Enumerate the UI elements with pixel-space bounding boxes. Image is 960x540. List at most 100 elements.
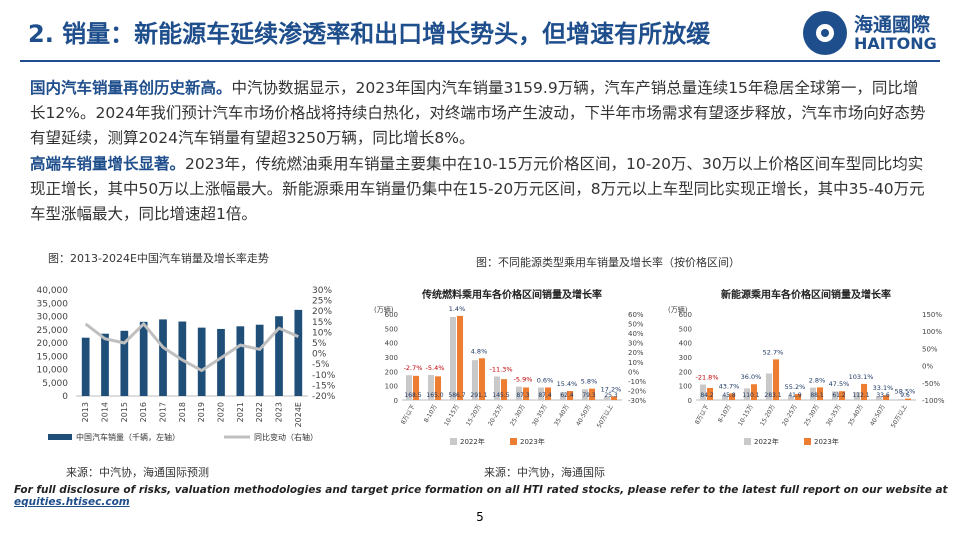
bar	[101, 333, 109, 396]
annotation: -5.9%	[514, 376, 533, 384]
bar	[809, 387, 816, 400]
bar	[853, 392, 860, 400]
body-text: 中汽协数据显示，2023年国内汽车销量3159.9万辆，汽车产销总量连续15年稳…	[30, 79, 926, 147]
paragraph: 国内汽车销量再创历史新高。中汽协数据显示，2023年国内汽车销量3159.9万辆…	[30, 76, 930, 151]
bar	[545, 387, 552, 400]
bar	[139, 321, 148, 396]
x-tick-label: 40-50万	[869, 404, 887, 428]
bar	[795, 393, 802, 400]
x-tick-label: 2023	[275, 402, 284, 422]
y-tick-label: 0	[394, 397, 398, 405]
bar	[773, 359, 780, 400]
y2-tick-label: 30%	[312, 286, 332, 296]
data-label: 79.3	[582, 392, 596, 399]
legend-label: 2023年	[520, 437, 545, 446]
bar	[897, 399, 904, 400]
source: 来源：中汽协，海通国际预测	[66, 466, 209, 479]
annotation: 55.2%	[785, 383, 806, 391]
y-tick-label: 500	[385, 325, 398, 333]
annotation: 103.1%	[849, 373, 874, 381]
y-tick-label: 600	[385, 311, 398, 319]
bar	[581, 389, 588, 400]
bar	[817, 387, 824, 400]
bar	[413, 375, 420, 400]
bar	[294, 309, 303, 396]
chart-title: 传统燃料乘用车各价格区间销量及增长率	[421, 288, 602, 301]
bar	[603, 396, 610, 400]
unit-label: (万辆)	[374, 305, 394, 314]
bar	[831, 391, 838, 400]
x-tick-label: 2014	[101, 402, 110, 422]
x-tick-label: 2015	[120, 402, 129, 422]
y2-tick-label: 60%	[628, 311, 644, 319]
data-label: 9.6	[900, 392, 910, 399]
y2-tick-label: -100%	[922, 397, 945, 405]
y2-tick-label: -10%	[628, 378, 646, 386]
legend-swatch	[510, 438, 517, 445]
source: 来源：中汽协，海通国际	[484, 466, 605, 479]
y-tick-label: 35,000	[37, 299, 69, 309]
annotation: 43.7%	[719, 382, 740, 390]
x-tick-label: 2013	[81, 402, 90, 422]
x-tick-label: 15-20万	[759, 404, 777, 428]
legend-label: 中国汽车销量（千辆，左轴）	[76, 432, 180, 442]
y2-tick-label: -10%	[312, 371, 336, 381]
y-tick-label: 30,000	[37, 313, 69, 323]
legend-label: 2023年	[814, 437, 839, 446]
annotation: 33.1%	[873, 384, 894, 392]
bar	[537, 387, 544, 400]
x-tick-label: 2024E	[294, 402, 303, 427]
x-tick-label: 8万以下	[694, 404, 711, 426]
data-label: 291.1	[470, 392, 487, 399]
link[interactable]: equities.htisec.com	[14, 496, 130, 508]
legend-swatch	[744, 438, 751, 445]
bar	[589, 388, 596, 400]
bar	[275, 316, 283, 396]
bar	[435, 376, 442, 400]
divider	[20, 60, 940, 62]
data-label: 33.6	[876, 392, 890, 399]
disclaimer-text: For full disclosure of risks, valuation …	[14, 484, 948, 496]
legend-label: 2022年	[460, 437, 485, 446]
data-label: 61.2	[832, 392, 846, 399]
paragraph: 高端车销量增长显著。2023年，传统燃油乘用车销量主要集中在10-15万元价格区…	[30, 152, 930, 227]
y-tick-label: 100	[679, 383, 692, 391]
bar	[255, 324, 264, 396]
bar	[449, 317, 456, 400]
annotation: -11.3%	[490, 365, 513, 373]
y2-tick-label: 40%	[628, 330, 644, 338]
unit-label: (万辆)	[668, 305, 688, 314]
line	[84, 321, 299, 373]
y2-tick-label: 25%	[312, 297, 332, 307]
bar	[611, 396, 618, 400]
bar	[729, 393, 736, 400]
y-tick-label: 20,000	[37, 339, 69, 349]
logo-cn: 海通國際	[854, 14, 931, 36]
bar	[405, 375, 412, 400]
data-label: 145.5	[492, 392, 509, 399]
y-tick-label: 500	[679, 325, 692, 333]
page-number: 5	[476, 510, 484, 524]
x-tick-label: 25-30万	[509, 404, 527, 428]
data-label: 87.4	[538, 392, 552, 399]
x-tick-label: 2016	[139, 402, 148, 422]
logo-icon	[803, 11, 847, 55]
bar	[159, 319, 167, 396]
y-tick-label: 100	[385, 383, 398, 391]
data-label: 87.3	[516, 392, 530, 399]
x-tick-label: 2020	[217, 402, 226, 422]
bar	[236, 326, 245, 396]
bar	[883, 395, 890, 400]
y2-tick-label: 50%	[922, 345, 938, 353]
bar	[197, 327, 206, 396]
y-tick-label: 0	[62, 392, 68, 402]
bar	[217, 328, 225, 396]
x-tick-label: 2019	[197, 402, 206, 422]
data-label: 84.2	[700, 392, 714, 399]
y2-tick-label: 0%	[312, 350, 327, 360]
bar	[120, 330, 129, 396]
annotation: 5.8%	[581, 378, 598, 386]
figure-caption: 图：不同能源类型乘用车销量及增长率（按价格区间）	[476, 256, 740, 269]
annotation: -5.4%	[426, 364, 445, 372]
